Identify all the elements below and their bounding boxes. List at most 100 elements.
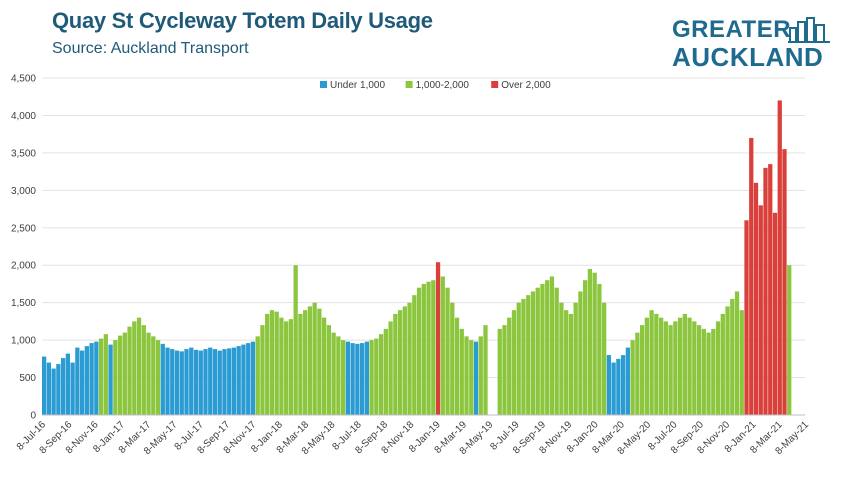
bar	[388, 321, 393, 415]
legend-label: Under 1,000	[330, 80, 385, 91]
bar	[473, 341, 479, 415]
bar	[364, 341, 369, 415]
bar	[587, 268, 593, 415]
bar	[606, 355, 612, 415]
bar	[155, 340, 161, 415]
bar	[165, 347, 170, 415]
bar	[317, 308, 322, 415]
bar	[51, 368, 56, 415]
bar	[113, 340, 118, 415]
bar	[84, 346, 89, 415]
bar	[227, 348, 232, 415]
bar	[189, 347, 194, 415]
bar	[208, 347, 213, 415]
bar	[431, 280, 436, 415]
bar	[734, 291, 740, 415]
bar	[122, 332, 127, 415]
bar	[378, 334, 384, 415]
bar	[340, 340, 346, 415]
bar	[212, 349, 218, 415]
y-tick-label: 4,500	[11, 74, 36, 85]
bar	[639, 325, 645, 415]
bar	[545, 280, 550, 415]
bar	[435, 262, 441, 415]
bar	[602, 302, 607, 415]
city-skyline-icon	[788, 17, 830, 43]
y-tick-label: 2,000	[11, 261, 36, 272]
bar	[265, 313, 270, 415]
bar	[402, 306, 407, 415]
bar	[549, 276, 555, 415]
bar	[758, 205, 763, 415]
bar	[502, 325, 507, 415]
bar	[459, 328, 464, 415]
bar	[60, 358, 66, 415]
greater-auckland-logo: GREATER AUCKLAND	[672, 16, 832, 72]
bar	[701, 328, 706, 415]
bar	[307, 306, 313, 415]
bar	[611, 362, 616, 415]
y-tick-label: 1,500	[11, 298, 36, 309]
bar	[526, 295, 531, 415]
bar	[763, 167, 768, 415]
bar	[198, 350, 203, 415]
bar	[79, 350, 85, 415]
bar	[630, 340, 635, 415]
bar	[658, 317, 664, 415]
bar	[355, 343, 360, 415]
bar	[677, 317, 683, 415]
bar	[284, 321, 289, 415]
bar	[521, 298, 526, 415]
bar	[620, 355, 626, 415]
y-tick-label: 500	[19, 373, 36, 384]
bars	[42, 100, 792, 415]
bar	[127, 326, 132, 415]
y-tick-label: 4,000	[11, 111, 36, 122]
y-axis-ticks: 0 500 1,000 1,500 2,000 2,500 3,000 3,500 4,000 4…	[11, 74, 36, 422]
bar	[483, 325, 488, 415]
bar	[711, 328, 716, 415]
bar	[170, 349, 175, 415]
bar	[322, 317, 327, 415]
bar	[65, 353, 71, 415]
bar	[616, 358, 621, 415]
bar	[753, 182, 759, 415]
bar	[682, 313, 687, 415]
bar	[75, 347, 80, 415]
bar	[696, 325, 702, 415]
bar	[255, 336, 260, 415]
bar	[108, 344, 113, 415]
logo-text-line2: AUCKLAND	[672, 42, 824, 72]
bar	[274, 311, 279, 415]
logo-text-line1: GREATER	[672, 16, 792, 43]
bar	[383, 328, 388, 415]
bar	[654, 313, 659, 415]
legend-label: 1,000-2,000	[416, 80, 470, 91]
bar	[217, 350, 222, 415]
bar	[450, 302, 455, 415]
bar	[540, 283, 545, 415]
bar	[397, 310, 403, 415]
bar	[298, 313, 303, 415]
y-tick-label: 3,000	[11, 186, 36, 197]
bar	[359, 343, 365, 415]
bar	[464, 336, 469, 415]
bar	[222, 349, 227, 415]
bar	[269, 310, 275, 415]
bar	[692, 321, 697, 415]
bar	[293, 265, 298, 415]
legend: Under 1,000 1,000-2,000 Over 2,000	[320, 80, 551, 91]
bar	[687, 317, 692, 415]
bar	[715, 321, 721, 415]
bar	[345, 341, 351, 415]
legend-label: Over 2,000	[501, 80, 551, 91]
bar	[117, 335, 123, 415]
bar	[625, 347, 631, 415]
y-tick-label: 0	[30, 411, 36, 422]
bar	[535, 287, 540, 415]
bar	[350, 343, 355, 415]
bar	[98, 338, 104, 415]
bar	[70, 362, 75, 415]
bar	[668, 325, 673, 415]
bar	[236, 346, 241, 415]
